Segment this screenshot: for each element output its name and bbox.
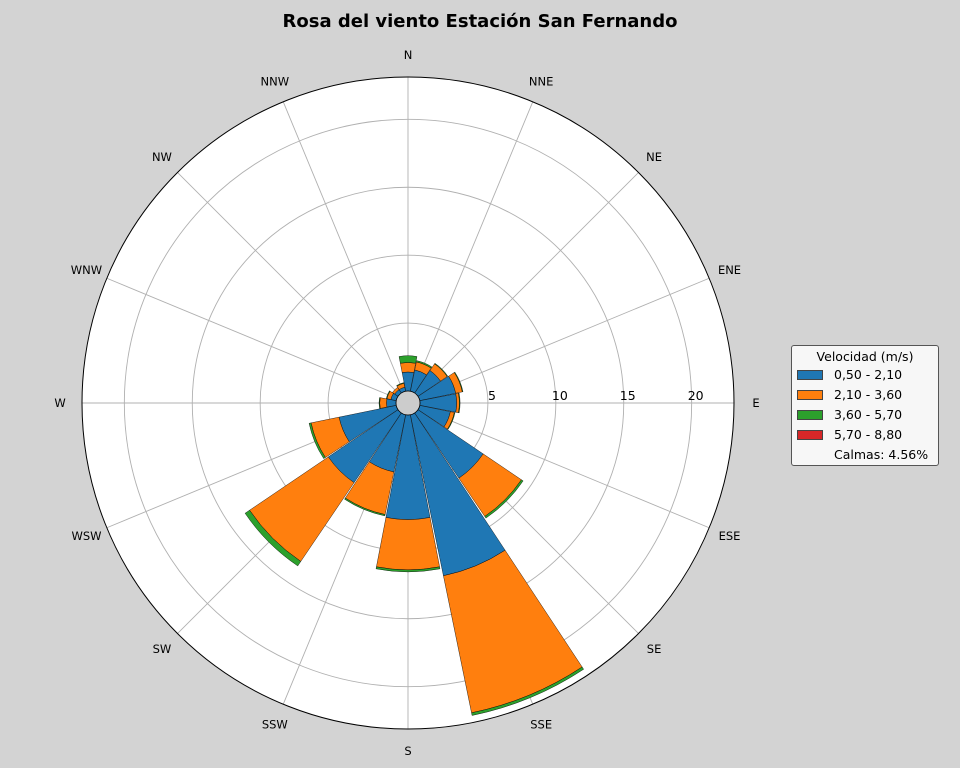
direction-label: NE: [646, 150, 662, 164]
center-hole: [395, 390, 421, 416]
legend-label: 3,60 - 5,70: [834, 407, 903, 422]
direction-label: SSE: [530, 718, 552, 732]
radial-gridline: [418, 407, 710, 529]
wind-bar-segment: [400, 362, 416, 373]
radial-gridline: [412, 101, 534, 393]
radial-tick-label: 10: [552, 388, 568, 403]
wind-bar-segment: [434, 362, 449, 377]
radial-gridline: [106, 277, 398, 399]
radial-tick-label: 20: [688, 388, 704, 403]
legend-swatch: [797, 430, 823, 440]
radial-gridline: [282, 101, 404, 393]
wind-bar-segment: [379, 397, 388, 409]
grid-ring: [123, 118, 693, 688]
grid-ring: [191, 186, 625, 620]
wind-bar-segment: [471, 666, 584, 716]
direction-label: NNW: [261, 74, 290, 88]
radial-tick-label: 5: [488, 388, 496, 403]
radial-gridline: [416, 172, 639, 395]
direction-label: S: [404, 744, 411, 758]
wind-bar-segment: [376, 517, 440, 571]
wind-bar-segment: [244, 509, 302, 567]
legend-label: 2,10 - 3,60: [834, 387, 903, 402]
radial-tick-labels: 5 10 15 20: [488, 388, 704, 403]
direction-label: WNW: [71, 263, 102, 277]
legend-swatch: [797, 410, 823, 420]
direction-label: WSW: [71, 529, 101, 543]
legend-entry: 3,60 - 5,70: [792, 406, 938, 426]
wind-bar-segment: [386, 390, 391, 399]
legend-swatch: [797, 390, 823, 400]
wind-bar-segment: [458, 392, 461, 414]
legend-label: 0,50 - 2,10: [834, 367, 903, 382]
wind-bar-segment: [398, 355, 418, 364]
wind-bar-segment: [392, 387, 400, 395]
legend-entry: 0,50 - 2,10: [792, 366, 938, 386]
radial-tick-label: 15: [620, 388, 636, 403]
wind-rose-bars: [244, 355, 584, 716]
direction-labels: N NNE NE ENE E ESE SE SSE S SSW SW WSW W WNW NW NNW: [54, 48, 759, 758]
direction-label: SW: [153, 642, 172, 656]
direction-label: NNE: [529, 74, 553, 88]
calms-label: Calmas: 4.56%: [834, 447, 929, 462]
direction-label: NW: [152, 150, 172, 164]
wind-bar-segment: [378, 397, 381, 409]
wind-bar-segment: [416, 360, 433, 369]
direction-label: ENE: [718, 263, 741, 277]
legend-entry-calms: Calmas: 4.56%: [792, 446, 938, 466]
legend-entry: 2,10 - 3,60: [792, 386, 938, 406]
legend: Velocidad (m/s) 0,50 - 2,10 2,10 - 3,60 …: [791, 345, 939, 466]
wind-bar-segment: [396, 382, 405, 387]
legend-title: Velocidad (m/s): [816, 349, 914, 364]
legend-swatch: [797, 370, 823, 380]
wind-bar-segment: [308, 422, 326, 459]
direction-label: SSW: [262, 718, 288, 732]
wind-bar-segment: [447, 412, 456, 430]
polar-frame: [81, 76, 735, 730]
wind-bar-segment: [344, 497, 386, 517]
legend-entry: 5,70 - 8,80: [792, 426, 938, 446]
direction-label: SE: [647, 642, 662, 656]
direction-label: ESE: [719, 529, 741, 543]
wind-bar-segment: [375, 566, 441, 573]
direction-label: E: [752, 396, 759, 410]
chart-title: Rosa del viento Estación San Fernando: [282, 11, 678, 32]
wind-bar-segment: [454, 371, 464, 393]
radial-gridline: [177, 172, 400, 395]
radial-gridline: [418, 277, 710, 399]
direction-label: W: [54, 396, 65, 410]
legend-label: 5,70 - 8,80: [834, 427, 903, 442]
direction-label: N: [404, 48, 413, 62]
wind-bar-segment: [484, 479, 524, 519]
